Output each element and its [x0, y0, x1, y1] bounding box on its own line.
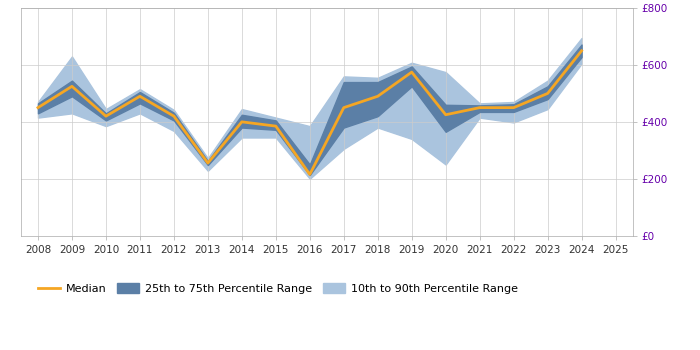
Legend: Median, 25th to 75th Percentile Range, 10th to 90th Percentile Range: Median, 25th to 75th Percentile Range, 1… [33, 279, 522, 298]
